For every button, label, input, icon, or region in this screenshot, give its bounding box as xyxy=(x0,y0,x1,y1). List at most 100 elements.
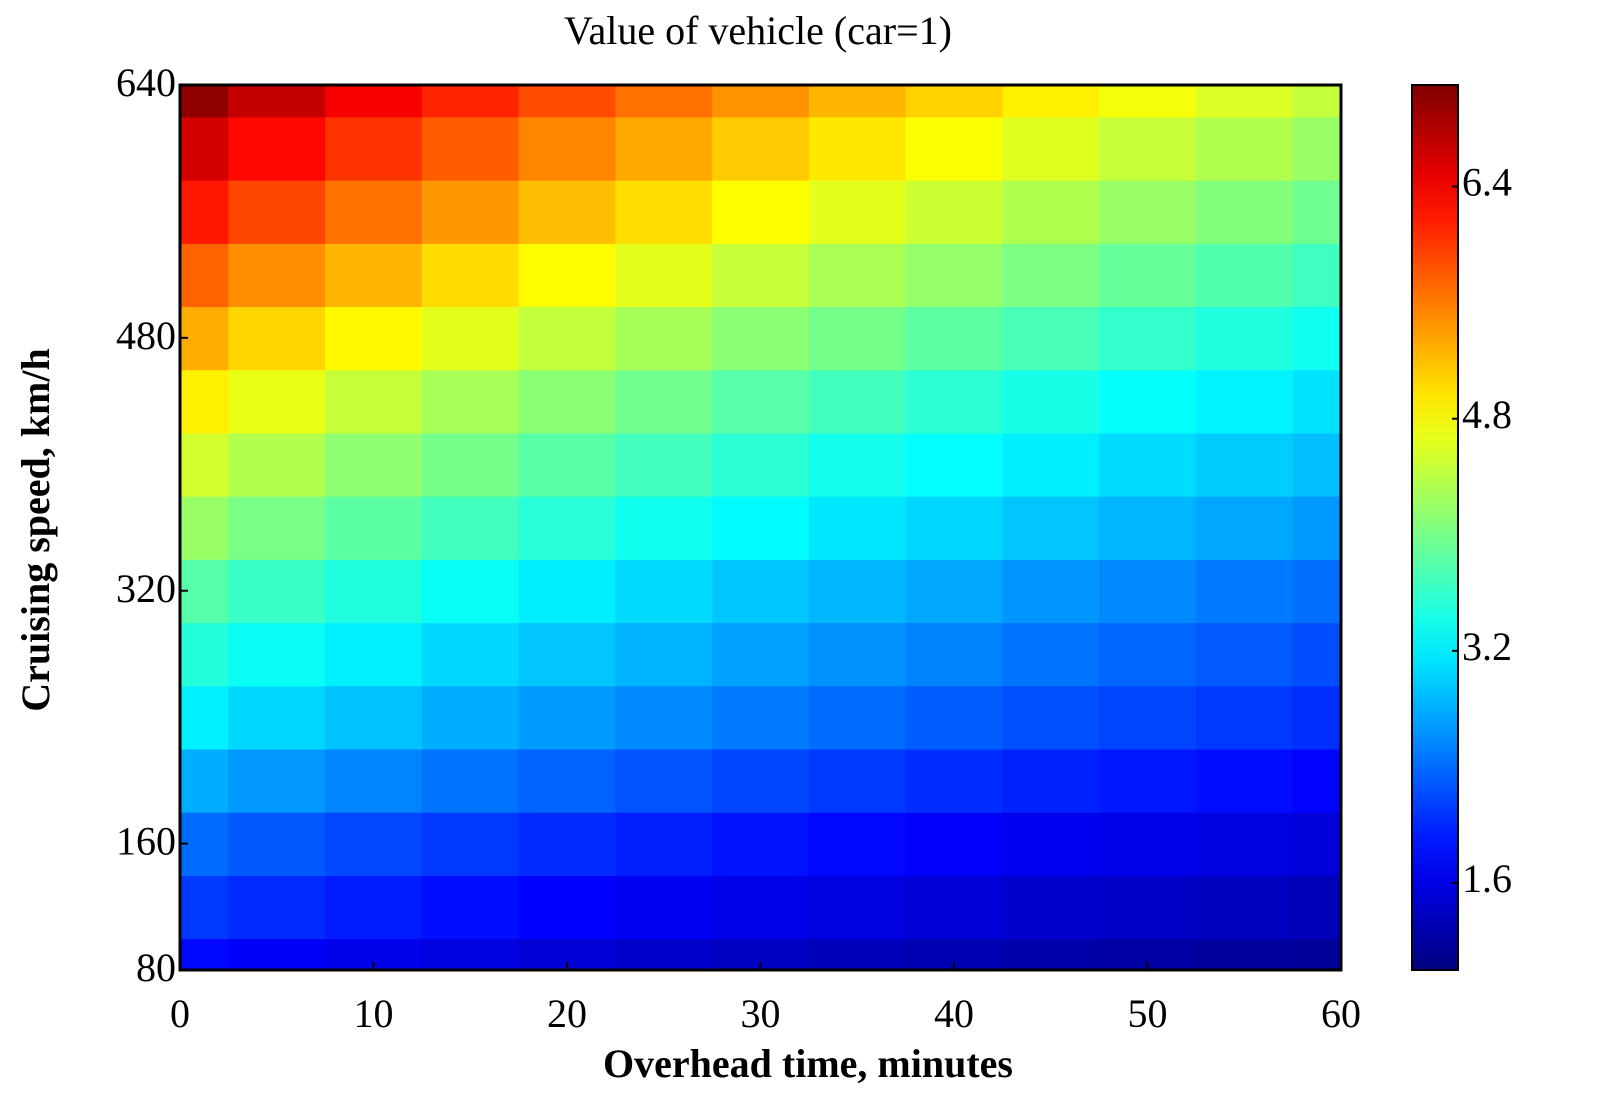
heatmap-cell xyxy=(180,748,230,813)
heatmap-cell xyxy=(615,495,713,560)
y-axis-label: Cruising speed, km/h xyxy=(13,348,58,711)
colorbar-tick-label: 3.2 xyxy=(1462,624,1512,669)
heatmap-cell xyxy=(1195,875,1294,940)
heatmap-cell xyxy=(180,432,230,497)
heatmap-cell xyxy=(421,938,520,970)
heatmap-cell xyxy=(1099,622,1197,687)
heatmap-cell xyxy=(615,306,713,371)
heatmap-cell xyxy=(421,432,520,497)
heatmap-cell xyxy=(1195,495,1294,560)
heatmap-cell xyxy=(808,306,907,371)
heatmap-cell xyxy=(712,116,810,181)
heatmap-cell xyxy=(808,559,907,624)
heatmap-cell xyxy=(615,875,713,940)
heatmap-cell xyxy=(808,495,907,560)
x-tick-label: 60 xyxy=(1321,991,1361,1036)
heatmap-cell xyxy=(325,85,423,118)
heatmap-cell xyxy=(421,685,520,750)
heatmap-cell xyxy=(1099,559,1197,624)
x-tick-label: 50 xyxy=(1128,991,1168,1036)
heatmap-cell xyxy=(1195,938,1294,970)
heatmap-cell xyxy=(180,179,230,244)
heatmap-cell xyxy=(228,622,326,687)
heatmap-cell xyxy=(712,495,810,560)
heatmap-cell xyxy=(325,432,423,497)
heatmap-cell xyxy=(325,685,423,750)
heatmap-cell xyxy=(1002,559,1100,624)
heatmap-cell xyxy=(1002,179,1100,244)
heatmap-cell xyxy=(1292,432,1341,497)
heatmap-cell xyxy=(325,811,423,876)
heatmap-cell xyxy=(808,685,907,750)
heatmap-cell xyxy=(1099,179,1197,244)
heatmap-cell xyxy=(1002,748,1100,813)
colorbar-tick-label: 6.4 xyxy=(1462,160,1512,205)
heatmap-cell xyxy=(518,306,617,371)
heatmap-cell xyxy=(615,685,713,750)
heatmap-cell xyxy=(1002,811,1100,876)
heatmap-cell xyxy=(1195,243,1294,308)
heatmap-cell xyxy=(180,811,230,876)
heatmap-cell xyxy=(228,85,326,118)
heatmap-cell xyxy=(712,875,810,940)
heatmap-cell xyxy=(325,875,423,940)
heatmap-cell xyxy=(712,243,810,308)
heatmap-cell xyxy=(712,811,810,876)
heatmap-cell xyxy=(808,432,907,497)
heatmap-cell xyxy=(421,875,520,940)
heatmap-cell xyxy=(1195,369,1294,434)
heatmap-cell xyxy=(1292,938,1341,970)
heatmap-cell xyxy=(615,938,713,970)
heatmap-cell xyxy=(1002,369,1100,434)
heatmap-cell xyxy=(1292,85,1341,118)
heatmap-cell xyxy=(1099,116,1197,181)
heatmap-cell xyxy=(712,306,810,371)
heatmap-cell xyxy=(1292,495,1341,560)
heatmap-cell xyxy=(1195,685,1294,750)
heatmap-cell xyxy=(518,495,617,560)
heatmap-cell xyxy=(1002,875,1100,940)
heatmap-cell xyxy=(228,495,326,560)
heatmap-cell xyxy=(518,116,617,181)
heatmap-cell xyxy=(712,85,810,118)
heatmap-cell xyxy=(615,432,713,497)
heatmap-cell xyxy=(1292,811,1341,876)
heatmap-cell xyxy=(518,179,617,244)
heatmap-cell xyxy=(905,622,1004,687)
heatmap-cell xyxy=(325,748,423,813)
heatmap-cell xyxy=(421,748,520,813)
heatmap-cell xyxy=(1195,559,1294,624)
heatmap-cell xyxy=(325,179,423,244)
heatmap-cell xyxy=(712,622,810,687)
heatmap-cell xyxy=(905,369,1004,434)
heatmap-cell xyxy=(712,369,810,434)
heatmap-cell xyxy=(180,495,230,560)
heatmap-cell xyxy=(1099,495,1197,560)
heatmap-cell xyxy=(421,811,520,876)
heatmap-cell xyxy=(1002,243,1100,308)
heatmap-cell xyxy=(808,622,907,687)
heatmap-cell xyxy=(180,369,230,434)
heatmap-cell xyxy=(1195,179,1294,244)
heatmap-cell xyxy=(905,875,1004,940)
heatmap-cell xyxy=(518,875,617,940)
heatmap-cell xyxy=(808,116,907,181)
heatmap-cell xyxy=(1195,306,1294,371)
y-tick-label: 160 xyxy=(116,819,176,864)
heatmap-cell xyxy=(1195,432,1294,497)
heatmap-cell xyxy=(615,811,713,876)
heatmap-cell xyxy=(228,685,326,750)
heatmap-cell xyxy=(1002,432,1100,497)
heatmap-cell xyxy=(1002,495,1100,560)
heatmap-cell xyxy=(228,938,326,970)
heatmap-cell xyxy=(228,559,326,624)
heatmap-cell xyxy=(180,875,230,940)
heatmap-cell xyxy=(905,559,1004,624)
heatmap-cell xyxy=(1099,432,1197,497)
heatmap-cell xyxy=(228,748,326,813)
heatmap-cell xyxy=(905,811,1004,876)
heatmap-cell xyxy=(1292,685,1341,750)
heatmap-cell xyxy=(615,179,713,244)
